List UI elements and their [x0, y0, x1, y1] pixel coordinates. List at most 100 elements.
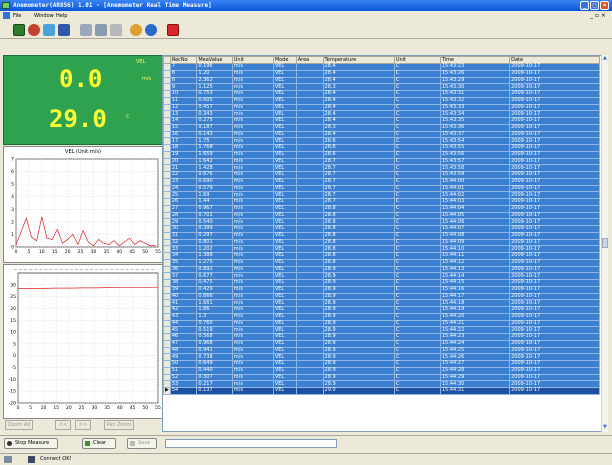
table-cell: VEL: [272, 333, 297, 341]
monitor-icon[interactable]: [13, 24, 25, 36]
table-row[interactable]: 46 0.568 m/s VEL 28.9 C 15:44:23 2009-10-17: [163, 333, 600, 341]
table-row[interactable]: 16 0.143 m/s VEL 28.4 C 15:43:37 2009-10-17: [163, 130, 600, 139]
table-row[interactable]: 35 1.275 m/s VEL 28.8 C 15:44:12 2009-10-17: [163, 258, 600, 267]
scroll-up-arrow-icon[interactable]: ▲: [603, 55, 607, 61]
table-row[interactable]: ▶ 54 0.137 m/s VEL 29.0 C 15:44:31 2009-10-17: [163, 387, 600, 395]
table-row[interactable]: 41 1.661 m/s VEL 28.9 C 15:44:18 2009-10-17: [163, 299, 600, 307]
clear-button[interactable]: Clear: [82, 438, 116, 449]
menu-help[interactable]: Help: [56, 13, 68, 19]
table-row[interactable]: 34 1.388 m/s VEL 28.8 C 15:44:11 2009-10-17: [163, 252, 600, 260]
table-row[interactable]: 24 0.579 m/s VEL 28.7 C 15:44:01 2009-10-17: [163, 184, 600, 193]
table-row[interactable]: 53 0.217 m/s VEL 28.9 C 15:44:30 2009-10-17: [163, 380, 600, 388]
table-cell: C: [393, 312, 441, 321]
table-row[interactable]: 8 2.362 m/s VEL 28.4 C 15:43:29 2009-10-17: [163, 76, 600, 85]
save-button[interactable]: Save: [127, 438, 157, 449]
table-row[interactable]: 27 0.967 m/s VEL 28.8 C 15:44:04 2009-10-17: [163, 204, 600, 213]
zoom-all-button[interactable]: Zoom All: [5, 420, 33, 430]
info-icon[interactable]: [145, 24, 157, 36]
table-row[interactable]: 29 0.540 m/s VEL 28.8 C 15:44:06 2009-10-17: [163, 218, 600, 226]
x-tick-label: 50: [142, 405, 148, 411]
save-icon: [130, 441, 135, 446]
data-point: [118, 245, 120, 247]
records-table[interactable]: RecNo MeaValue Unit Mode Area Temperature Unit…: [162, 55, 608, 432]
table-row[interactable]: 18 1.768 m/s VEL 28.6 C 15:43:55 2009-10-17: [163, 144, 600, 152]
table-row[interactable]: 37 0.677 m/s VEL 28.9 C 15:44:14 2009-10-17: [163, 272, 600, 280]
data-point: [134, 244, 136, 245]
table-row[interactable]: 40 0.666 m/s VEL 28.9 C 15:44:17 2009-10-17: [163, 292, 600, 301]
table-cell: 1.659: [196, 150, 233, 159]
table-row[interactable]: 9 1.125 m/s VEL 28.3 C 15:43:30 2009-10-17: [163, 83, 600, 91]
table-scrollbar[interactable]: ▲ ▼: [601, 55, 608, 432]
table-row[interactable]: 52 0.307 m/s VEL 28.9 C 15:44:29 2009-10-17: [163, 373, 600, 382]
table-row[interactable]: 23 0.690 m/s VEL 28.7 C 15:44:00 2009-10-17: [163, 177, 600, 186]
table-row[interactable]: 50 0.649 m/s VEL 28.9 C 15:44:27 2009-10-17: [163, 360, 600, 368]
table-row[interactable]: 25 1.69 m/s VEL 28.7 C 15:44:02 2009-10-17: [163, 191, 600, 199]
table-row[interactable]: 28 0.701 m/s VEL 28.8 C 15:44:05 2009-10-17: [163, 211, 600, 220]
table-cell: 2009-10-17: [509, 319, 600, 328]
table-cell: m/s: [231, 177, 274, 186]
column-header[interactable]: Unit: [393, 56, 441, 64]
table-cell: 8: [169, 76, 198, 85]
table-row[interactable]: 32 0.801 m/s VEL 28.8 C 15:44:09 2009-10-17: [163, 238, 600, 247]
print-icon[interactable]: [95, 24, 107, 36]
table-cell: 0.307: [196, 373, 233, 382]
menu-window[interactable]: Window: [34, 13, 54, 19]
table-row[interactable]: 44 0.760 m/s VEL 28.9 C 15:44:21 2009-10-17: [163, 319, 600, 328]
table-row[interactable]: 11 0.605 m/s VEL 28.4 C 15:43:32 2009-10-17: [163, 96, 600, 105]
prev-button[interactable]: <<: [55, 420, 71, 430]
close-button[interactable]: ×: [600, 1, 609, 10]
table-row[interactable]: 19 1.659 m/s VEL 28.6 C 15:43:56 2009-10-17: [163, 150, 600, 159]
table-row[interactable]: 38 0.475 m/s VEL 28.9 C 15:44:15 2009-10-17: [163, 279, 600, 287]
table-row[interactable]: 7 0.196 m/s VEL 28.4 C 15:43:23 2009-10-17: [163, 63, 600, 71]
table-row[interactable]: 15 0.187 m/s VEL 28.3 C 15:43:36 2009-10-17: [163, 123, 600, 132]
settings-icon[interactable]: [110, 24, 122, 36]
table-row[interactable]: 31 0.297 m/s VEL 28.8 C 15:44:08 2009-10-17: [163, 231, 600, 240]
table-row[interactable]: 48 0.941 m/s VEL 28.9 C 15:44:25 2009-10-17: [163, 346, 600, 355]
scroll-down-arrow-icon[interactable]: ▼: [603, 424, 607, 430]
next-button[interactable]: >>: [75, 420, 91, 430]
save-disk-icon[interactable]: [58, 24, 70, 36]
export-icon[interactable]: [80, 24, 92, 36]
table-row[interactable]: 20 1.642 m/s VEL 28.7 C 15:43:57 2009-10-17: [163, 157, 600, 166]
table-row[interactable]: 8 1.20 m/s VEL 28.4 C 15:43:26 2009-10-17: [163, 69, 600, 78]
table-row[interactable]: 42 1.86 m/s VEL 28.9 C 15:44:19 2009-10-17: [163, 306, 600, 314]
pan-zoom-button[interactable]: Pan Zoom: [104, 420, 134, 430]
table-row[interactable]: 43 1.3 m/s VEL 28.9 C 15:44:20 2009-10-17: [163, 312, 600, 321]
mdi-controls[interactable]: _ ▫ ×: [590, 12, 606, 19]
column-header[interactable]: Temperature: [322, 56, 395, 64]
table-row[interactable]: 39 0.429 m/s VEL 28.9 C 15:44:16 2009-10-17: [163, 285, 600, 294]
table-cell: [295, 326, 324, 334]
scroll-thumb[interactable]: [602, 238, 608, 248]
gauge-icon[interactable]: [28, 24, 40, 36]
table-row[interactable]: 14 0.275 m/s VEL 28.4 C 15:43:35 2009-10-17: [163, 117, 600, 125]
table-row[interactable]: 49 0.738 m/s VEL 28.9 C 15:44:26 2009-10-17: [163, 353, 600, 361]
table-row[interactable]: 12 0.457 m/s VEL 28.4 C 15:43:33 2009-10-17: [163, 103, 600, 112]
minimize-button[interactable]: _: [580, 1, 589, 10]
menu-file[interactable]: File: [13, 13, 22, 19]
table-row[interactable]: 47 0.968 m/s VEL 28.9 C 15:44:24 2009-10-17: [163, 339, 600, 348]
column-header[interactable]: Unit: [231, 56, 274, 64]
column-header[interactable]: Area: [295, 56, 324, 64]
open-folder-icon[interactable]: [43, 24, 55, 36]
row-indicator: [163, 164, 171, 172]
table-row[interactable]: 36 0.892 m/s VEL 28.9 C 15:44:13 2009-10-17: [163, 265, 600, 274]
table-cell: 15:44:28: [439, 366, 511, 375]
column-header[interactable]: Mode: [272, 56, 297, 64]
x-tick-label: 50: [142, 249, 148, 255]
column-header[interactable]: Date: [509, 56, 600, 64]
table-cell: [295, 198, 324, 206]
column-header[interactable]: RecNo: [169, 56, 198, 64]
table-cell: [295, 319, 324, 328]
stop-measure-button[interactable]: Stop Measure: [4, 438, 58, 449]
maximize-button[interactable]: □: [590, 1, 599, 10]
table-cell: [295, 218, 324, 226]
table-row[interactable]: 45 0.519 m/s VEL 28.9 C 15:44:22 2009-10-17: [163, 326, 600, 334]
table-cell: 35: [169, 258, 198, 267]
column-header[interactable]: MeaValue: [196, 56, 233, 64]
table-row[interactable]: 51 0.440 m/s VEL 28.9 C 15:44:28 2009-10-17: [163, 366, 600, 375]
search-icon[interactable]: [130, 24, 142, 36]
column-header[interactable]: Time: [439, 56, 511, 64]
title-bar: Anemometer(AR856) 1.01 - [Anemometer Rea…: [0, 0, 612, 11]
table-cell: 0.143: [196, 130, 233, 139]
power-icon[interactable]: [167, 24, 179, 36]
